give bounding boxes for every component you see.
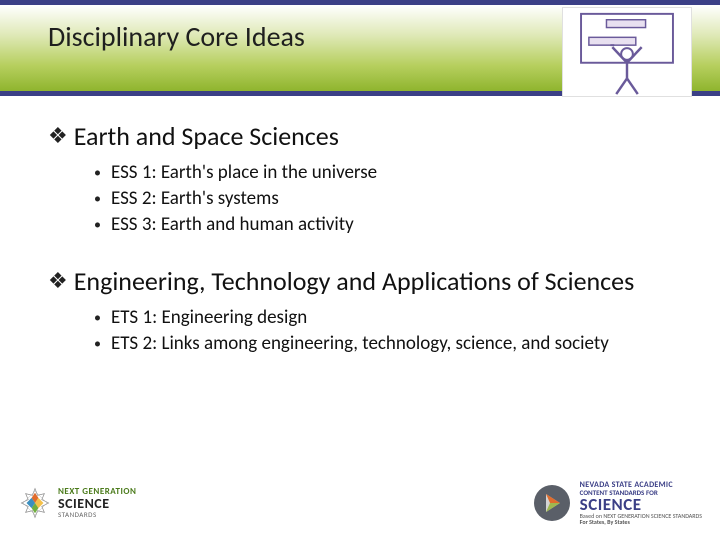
diamond-bullet-icon: ❖ <box>48 265 68 297</box>
header-band: Disciplinary Core Ideas <box>0 0 720 96</box>
dot-bullet-icon: • <box>94 160 101 186</box>
nv-line3: SCIENCE <box>580 496 702 513</box>
list-item: • ETS 1: Engineering design <box>94 305 660 331</box>
list-item: • ESS 3: Earth and human activity <box>94 212 660 238</box>
nevada-badge-icon <box>532 483 572 523</box>
ngss-line3: STANDARDS <box>58 511 136 518</box>
bullet-text: ETS 1: Engineering design <box>111 305 307 331</box>
content-area: ❖ Earth and Space Sciences • ESS 1: Eart… <box>48 120 660 383</box>
ngss-line2: SCIENCE <box>58 497 136 512</box>
bullet-text: ESS 3: Earth and human activity <box>111 212 354 238</box>
section-title-text: Earth and Space Sciences <box>74 120 339 152</box>
nevada-text: NEVADA STATE ACADEMIC CONTENT STANDARDS … <box>580 481 702 525</box>
ngss-hex-icon <box>18 486 52 520</box>
list-item: • ESS 1: Earth's place in the universe <box>94 160 660 186</box>
section-title-text: Engineering, Technology and Applications… <box>74 265 635 297</box>
dot-bullet-icon: • <box>94 305 101 331</box>
bullet-list: • ESS 1: Earth's place in the universe •… <box>94 160 660 239</box>
section-heading: ❖ Engineering, Technology and Applicatio… <box>48 265 660 297</box>
footer: NEXT GENERATION SCIENCE STANDARDS NEVADA… <box>18 478 702 528</box>
bullet-text: ESS 1: Earth's place in the universe <box>111 160 377 186</box>
diamond-bullet-icon: ❖ <box>48 120 68 152</box>
dot-bullet-icon: • <box>94 212 101 238</box>
nv-line5: For States, By States <box>580 519 702 525</box>
slide-title: Disciplinary Core Ideas <box>48 19 305 54</box>
header-illustration <box>562 7 692 97</box>
dot-bullet-icon: • <box>94 186 101 212</box>
bullet-text: ESS 2: Earth's systems <box>111 186 279 212</box>
ngss-logo: NEXT GENERATION SCIENCE STANDARDS <box>18 486 136 520</box>
slide: Disciplinary Core Ideas ❖ Earth and Spac… <box>0 0 720 540</box>
bullet-list: • ETS 1: Engineering design • ETS 2: Lin… <box>94 305 660 357</box>
list-item: • ETS 2: Links among engineering, techno… <box>94 331 660 357</box>
section-heading: ❖ Earth and Space Sciences <box>48 120 660 152</box>
dot-bullet-icon: • <box>94 331 101 357</box>
nevada-logo: NEVADA STATE ACADEMIC CONTENT STANDARDS … <box>532 481 702 525</box>
list-item: • ESS 2: Earth's systems <box>94 186 660 212</box>
bullet-text: ETS 2: Links among engineering, technolo… <box>111 331 609 357</box>
ngss-text: NEXT GENERATION SCIENCE STANDARDS <box>58 487 136 518</box>
